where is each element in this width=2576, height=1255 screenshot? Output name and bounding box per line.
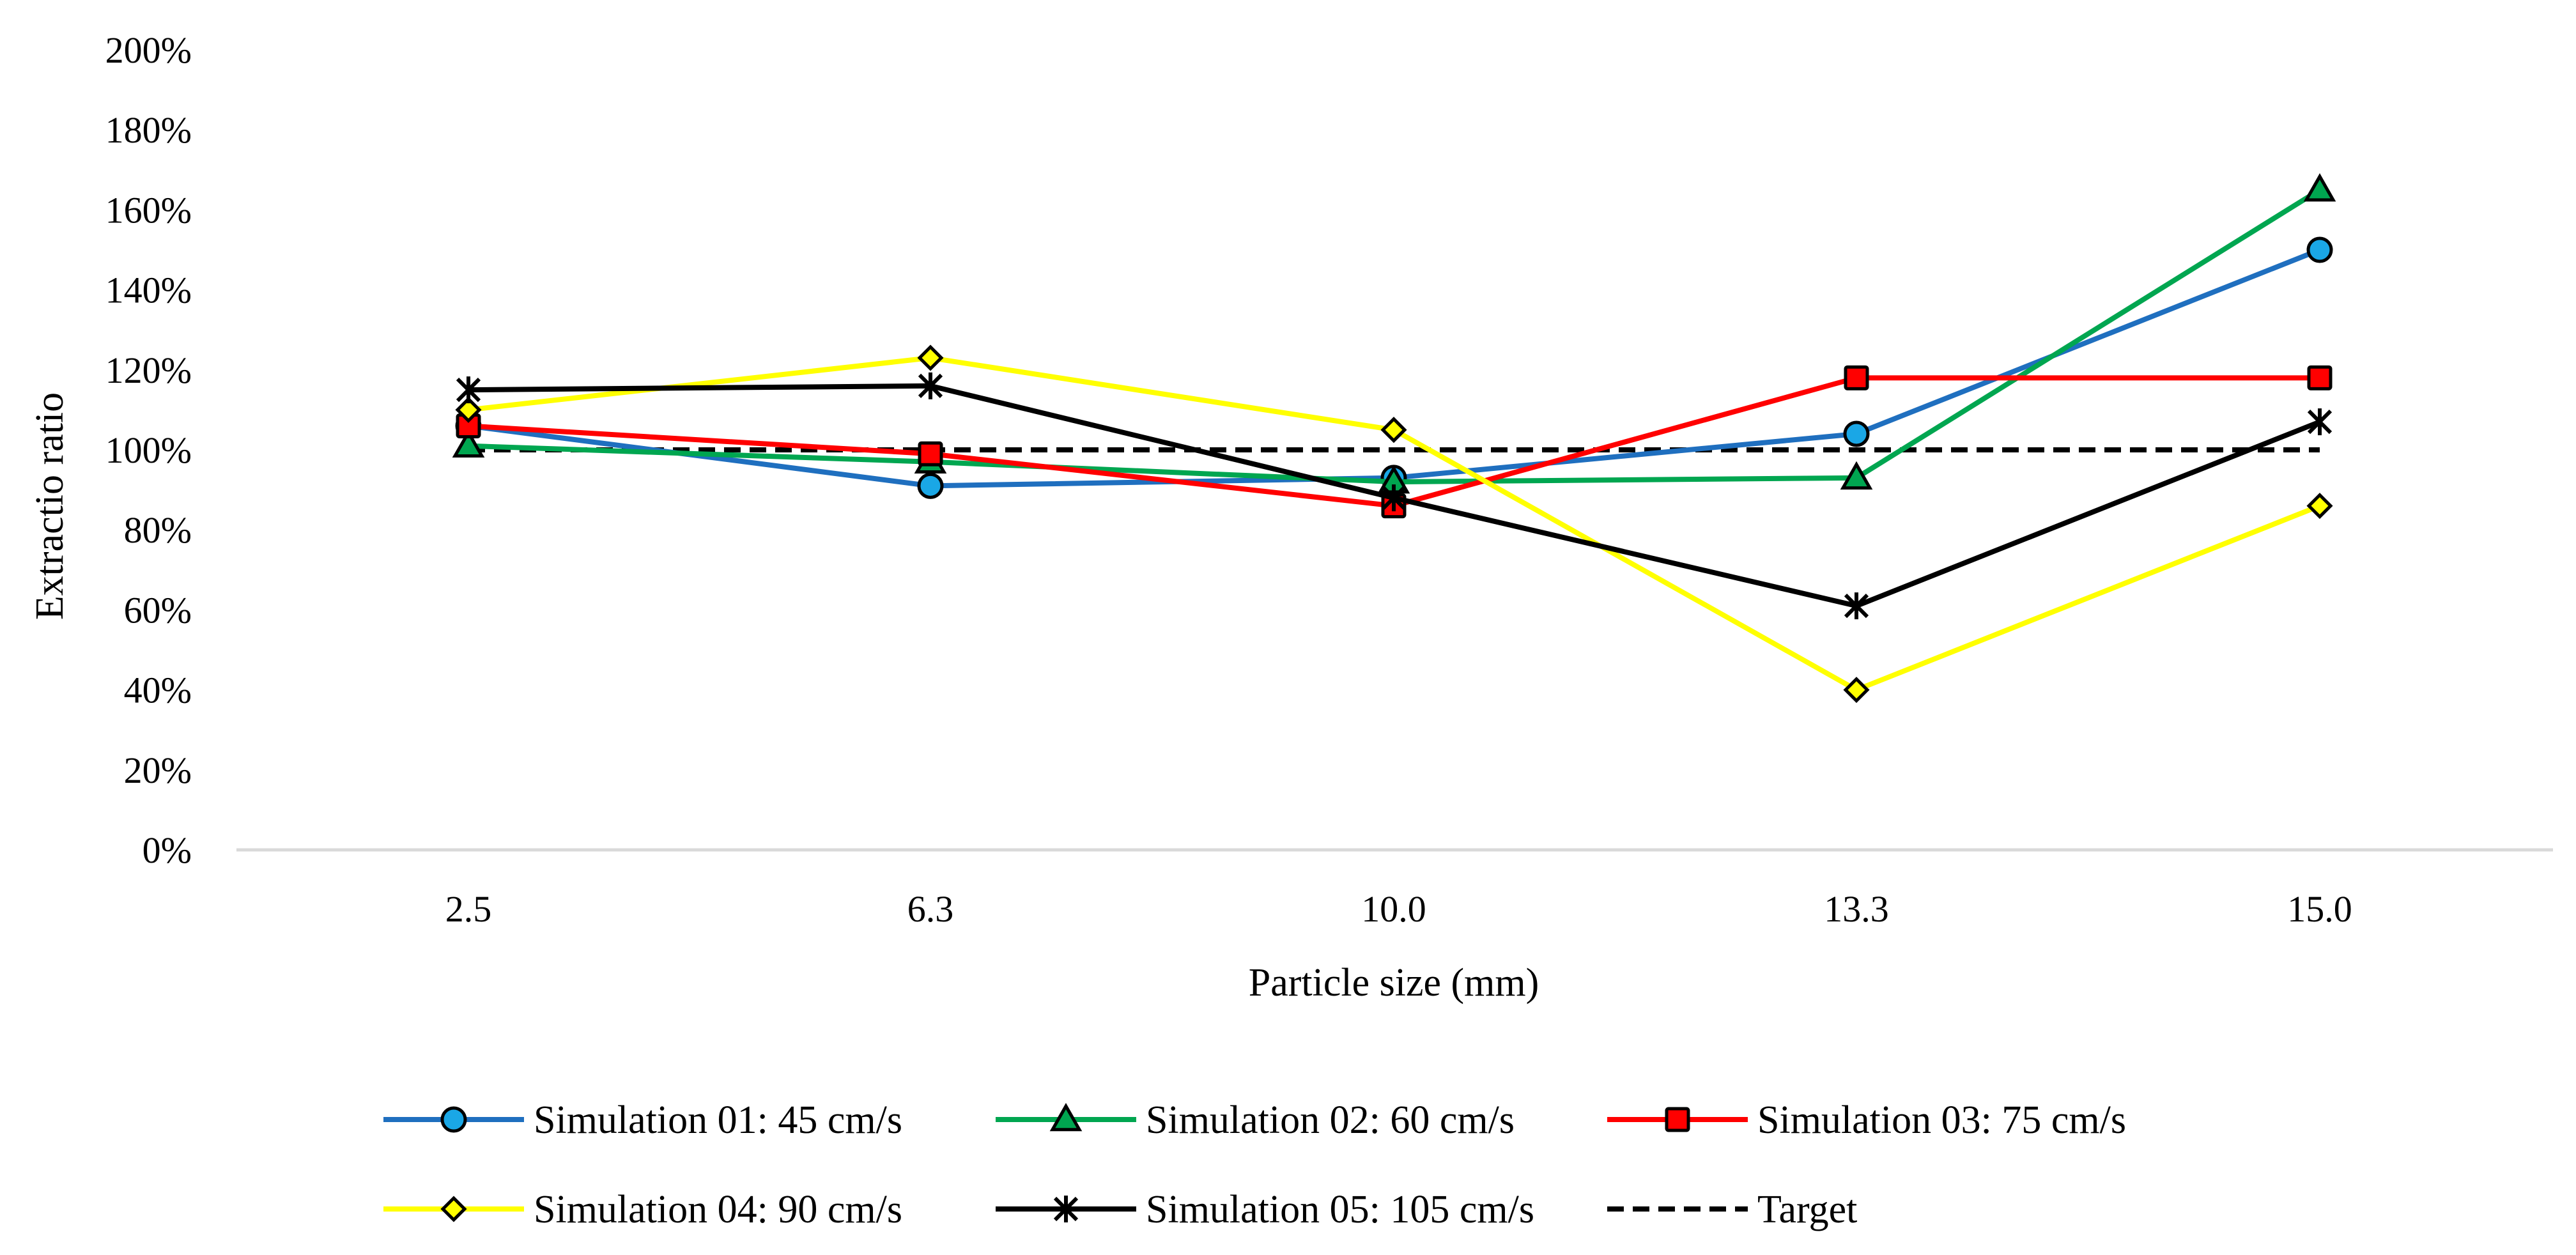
legend-label: Simulation 02: 60 cm/s [1146,1098,1515,1142]
x-tick-label: 2.5 [445,888,492,930]
x-tick-label: 15.0 [2287,888,2352,930]
legend-item: Simulation 01: 45 cm/s [383,1098,902,1142]
data-point [1844,365,1869,390]
y-tick-label: 100% [105,429,192,471]
y-axis-ticks: 0% 20% 40% 60% 80% 100% 120% 140% 160% 180% 200% [105,29,192,871]
data-point [1844,592,1869,620]
x-tick-label: 10.0 [1361,888,1426,930]
y-tick-label: 20% [124,750,192,791]
data-point [1843,420,1870,447]
legend-label: Simulation 03: 75 cm/s [1757,1098,2126,1142]
y-tick-label: 140% [105,270,192,311]
series-1 [455,236,2333,499]
x-tick-label: 6.3 [907,888,954,930]
data-point [917,472,944,499]
data-point [1843,677,1870,704]
legend-marker [440,1196,467,1222]
legend-marker [1049,1102,1083,1132]
legend-label: Target [1757,1188,1857,1231]
y-tick-label: 120% [105,350,192,391]
data-point [455,396,482,423]
y-tick-label: 160% [105,189,192,231]
legend-item: Simulation 05: 105 cm/s [996,1188,1534,1231]
legend-label: Simulation 01: 45 cm/s [534,1098,902,1142]
data-point [2307,408,2333,436]
data-point [918,441,943,466]
legend-item: Target [1607,1188,1857,1231]
x-axis-title: Particle size (mm) [1249,961,1539,1005]
legend-item: Simulation 03: 75 cm/s [1607,1098,2126,1142]
data-point [2306,493,2333,520]
data-point [2307,365,2333,390]
data-point [456,376,481,404]
series-4 [455,344,2333,704]
y-tick-label: 200% [105,29,192,71]
data-point [917,344,944,371]
data-point [452,429,485,458]
legend-marker [1053,1196,1079,1222]
y-tick-label: 180% [105,109,192,151]
data-point [1380,417,1407,443]
series-line [468,355,2321,693]
y-tick-label: 60% [124,589,192,631]
legend-marker [440,1106,467,1133]
y-tick-label: 80% [124,509,192,551]
legend-label: Simulation 05: 105 cm/s [1146,1188,1534,1231]
y-axis-title: Extractio ratio [28,392,72,620]
legend-item: Simulation 04: 90 cm/s [383,1188,902,1231]
legend-item: Simulation 02: 60 cm/s [996,1098,1515,1142]
x-axis-ticks: 2.5 6.3 10.0 13.3 15.0 [445,888,2352,930]
data-point [2306,236,2333,263]
series-5 [456,372,2333,620]
legend: Simulation 01: 45 cm/s Simulation 02: 60 … [383,1098,2126,1231]
data-point [2303,173,2336,202]
legend-label: Simulation 04: 90 cm/s [534,1188,902,1231]
y-tick-label: 40% [124,670,192,711]
data-point [1381,484,1407,512]
series-layer [452,173,2336,704]
data-point [918,372,943,399]
legend-marker [1665,1107,1690,1132]
x-tick-label: 13.3 [1824,888,1889,930]
data-point [1840,461,1873,490]
y-tick-label: 0% [143,829,192,871]
